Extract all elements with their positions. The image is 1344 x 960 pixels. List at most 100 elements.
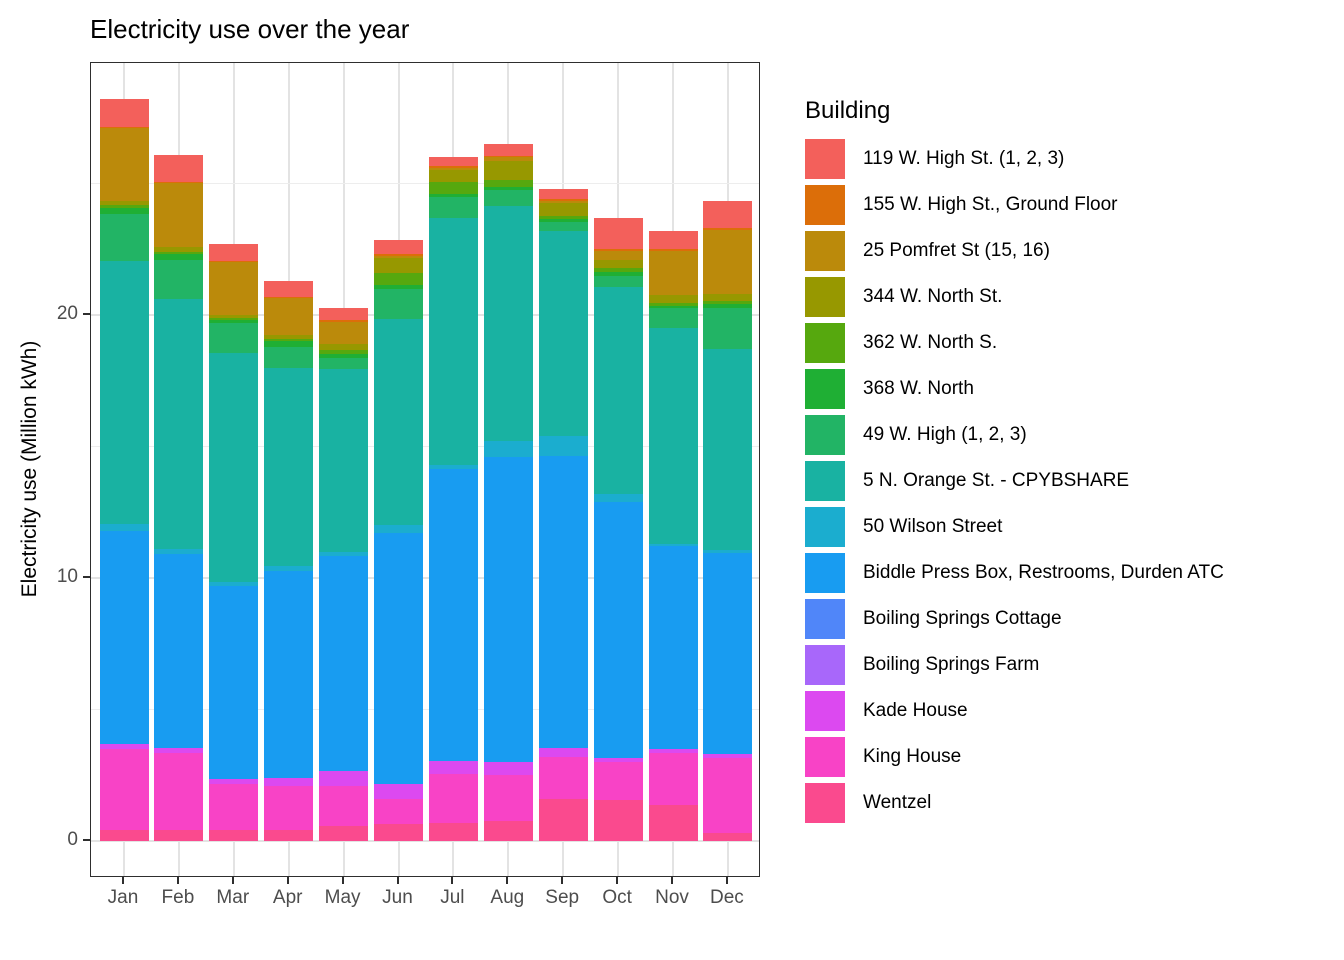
bar-segment [483,155,533,158]
bar-segment [648,748,698,753]
bar-segment [264,297,314,335]
legend-swatch [805,185,845,225]
bar-segment [209,784,259,831]
x-axis-tick-jul [451,877,454,884]
legend-title: Building [805,97,891,124]
bar-segment [374,240,423,255]
bar-segment [99,743,149,749]
bar-segment [319,555,369,772]
bar-segment [99,200,149,205]
legend-swatch [805,461,845,501]
bar-segment [319,321,369,344]
bar-segment [209,581,259,586]
bar-segment [483,179,533,188]
bar-sep [538,188,588,841]
legend-item-label: 368 W. North [863,378,974,399]
bar-segment [319,826,369,841]
bar-segment [593,271,643,276]
bar-segment [374,255,423,259]
y-axis-label-0: 0 [67,829,78,850]
x-axis-tick-jan [122,877,124,884]
y-axis-title: Electricity use (Million kWh) [18,340,41,598]
bar-segment [593,275,643,288]
bar-apr [264,280,314,841]
bar-segment [319,551,369,556]
bar-segment [648,752,698,806]
bar-segment [319,354,369,359]
bar-segment [154,182,204,184]
x-axis-label-aug: Aug [490,887,525,908]
bar-segment [154,154,204,183]
bar-segment [703,552,753,755]
y-axis-tick-0 [83,839,90,841]
bar-segment [99,524,149,531]
bar-segment [648,250,698,296]
bar-segment [428,166,478,168]
legend-swatch [805,323,845,363]
bar-segment [538,216,588,219]
x-axis-tick-dec [725,877,728,884]
bar-segment [428,773,478,823]
bar-segment [374,533,423,785]
bar-segment [538,747,588,757]
x-axis-tick-jun [396,877,399,884]
bar-segment [374,525,423,534]
bar-segment [264,571,314,778]
bar-segment [264,346,314,368]
bar-segment [648,328,698,544]
bar-segment [374,784,423,799]
bar-segment [99,204,149,209]
bar-segment [209,320,259,323]
bar-may [319,308,369,841]
bar-segment [154,183,204,247]
bar-segment [374,272,423,285]
legend: Building 119 W. High St. (1, 2, 3) 155 W.… [805,96,1224,829]
x-axis-tick-apr [286,877,289,884]
legend-swatch [805,737,845,777]
bar-segment [99,213,149,262]
bar-segment [374,798,423,824]
bar-segment [99,208,149,214]
bar-segment [593,287,643,494]
bar-segment [209,314,259,318]
bar-segment [538,756,588,799]
bar-segment [154,251,204,255]
bar-aug [483,144,533,841]
legend-item-label: Wentzel [863,792,932,813]
bar-segment [428,217,478,465]
legend-item: 50 Wilson Street [805,507,1224,547]
bar-segment [593,493,643,502]
bar-segment [483,456,533,763]
bar-segment [428,193,478,197]
bar-segment [209,322,259,354]
bar-segment [99,530,149,744]
bar-segment [154,259,204,300]
legend-item: 344 W. North St. [805,277,1224,317]
bar-segment [374,258,423,273]
bar-segment [99,261,149,525]
gridline-y-20 [91,314,759,316]
bar-segment [264,338,314,342]
bar-segment [209,261,259,263]
legend-item: 362 W. North S. [805,323,1224,363]
bar-segment [593,762,643,801]
y-axis-label-20: 20 [56,303,78,324]
bar-segment [648,546,698,749]
legend-item: 5 N. Orange St. - CPYBSHARE [805,461,1224,501]
bar-segment [374,288,423,319]
bar-segment [593,249,643,251]
bar-segment [703,304,753,309]
bar-segment [428,170,478,183]
bar-segment [154,752,204,831]
bar-segment [154,747,204,753]
bar-segment [648,305,698,309]
bar-segment [428,464,478,469]
bar-segment [154,246,204,252]
bar-segment [593,217,643,250]
bar-segment [428,167,478,171]
bar-segment [319,320,369,322]
bar-segment [264,830,314,841]
x-axis-label-sep: Sep [545,887,580,908]
x-axis-label-jul: Jul [440,887,465,908]
bar-segment [593,758,643,763]
